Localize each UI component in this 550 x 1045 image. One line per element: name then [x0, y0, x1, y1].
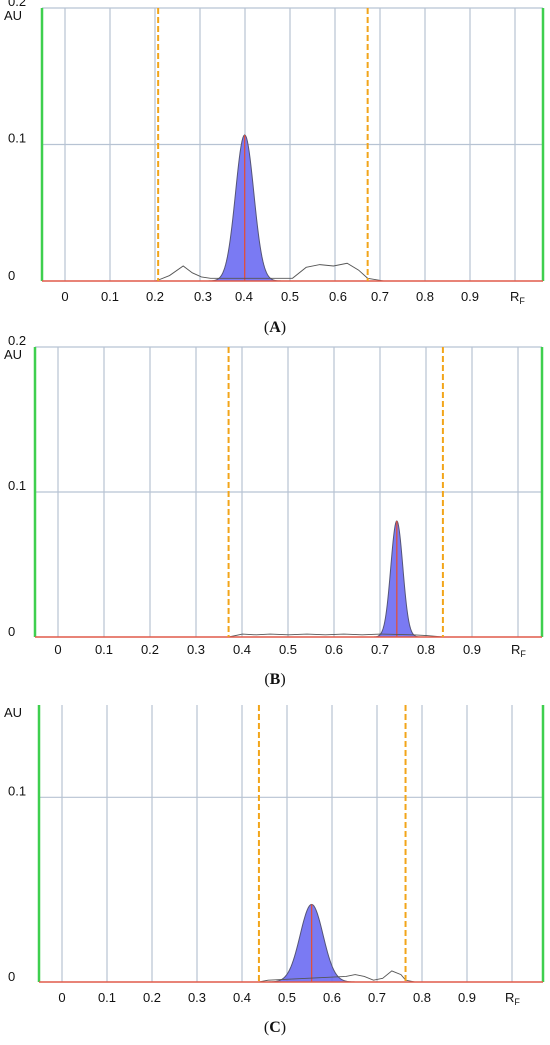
x-tick-label: 0.4 — [235, 289, 253, 304]
x-tick-label: 0.1 — [95, 642, 113, 657]
x-axis-label: RF — [510, 289, 525, 306]
y-tick-label: 0.2 — [8, 0, 26, 9]
y-axis-label: AU — [4, 8, 22, 23]
y-tick-label: 0.1 — [8, 783, 26, 798]
chart-a: AU 0 0.1 0.2 0 0.1 0.2 0.3 0.4 0.5 0.6 0.7 0.8 0.9 RF (… — [4, 0, 545, 336]
x-axis-label: RF — [505, 990, 520, 1007]
x-tick-label: 0.8 — [417, 642, 435, 657]
y-axis-label: AU — [4, 705, 22, 720]
x-tick-label: 0.7 — [371, 289, 389, 304]
y-tick-label: 0 — [8, 268, 15, 283]
panel-caption: (C) — [264, 1019, 286, 1036]
x-tick-label: 0.3 — [194, 289, 212, 304]
x-tick-label: 0.9 — [463, 642, 481, 657]
x-axis-label: RF — [511, 642, 526, 659]
x-tick-label: 0.8 — [413, 990, 431, 1005]
x-tick-label: 0.2 — [146, 289, 164, 304]
x-tick-label: 0.4 — [233, 990, 251, 1005]
x-tick-label: 0.1 — [98, 990, 116, 1005]
y-axis-label: AU — [4, 347, 22, 362]
x-tick-label: 0.1 — [101, 289, 119, 304]
baseline-trace — [228, 633, 443, 638]
x-tick-label: 0.9 — [461, 289, 479, 304]
x-tick-label: 0 — [54, 642, 61, 657]
x-tick-label: 0.5 — [281, 289, 299, 304]
x-tick-label: 0.7 — [371, 642, 389, 657]
y-tick-label: 0.1 — [8, 478, 26, 493]
x-tick-label: 0 — [58, 990, 65, 1005]
x-tick-label: 0.6 — [325, 642, 343, 657]
chart-c: AU 0 0.1 0 0.1 0.2 0.3 0.4 0.5 0.6 0.7 0.8 0.9 RF (C) — [4, 705, 545, 1036]
x-tick-label: 0 — [61, 289, 68, 304]
x-tick-label: 0.2 — [141, 642, 159, 657]
y-tick-label: 0.1 — [8, 131, 26, 146]
y-tick-label: 0 — [8, 969, 15, 984]
x-tick-label: 0.3 — [188, 990, 206, 1005]
x-tick-label: 0.9 — [458, 990, 476, 1005]
chart-b: AU 0 0.1 0.2 0 0.1 0.2 0.3 0.4 0.5 0.6 0.7 0.8 0.9 RF (… — [4, 333, 544, 688]
x-tick-label: 0.5 — [278, 990, 296, 1005]
x-tick-label: 0.6 — [329, 289, 347, 304]
x-tick-label: 0.3 — [187, 642, 205, 657]
x-tick-label: 0.7 — [368, 990, 386, 1005]
baseline-trace — [258, 970, 415, 983]
x-tick-label: 0.5 — [279, 642, 297, 657]
x-tick-label: 0.8 — [416, 289, 434, 304]
x-tick-label: 0.2 — [143, 990, 161, 1005]
panel-caption: (A) — [264, 319, 286, 336]
panel-caption: (B) — [264, 671, 285, 688]
y-tick-label: 0 — [8, 624, 15, 639]
baseline-trace — [155, 262, 384, 282]
x-tick-label: 0.4 — [233, 642, 251, 657]
y-tick-label: 0.2 — [8, 333, 26, 348]
x-tick-label: 0.6 — [323, 990, 341, 1005]
